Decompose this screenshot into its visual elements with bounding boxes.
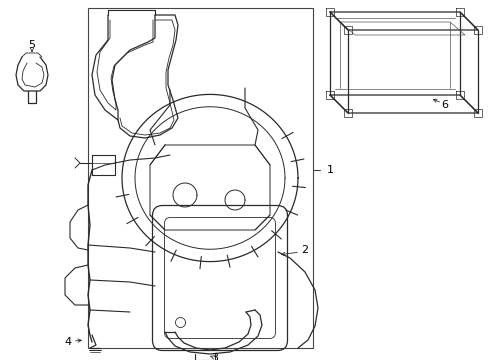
Text: 6: 6 — [441, 100, 448, 110]
Text: 3: 3 — [212, 353, 219, 360]
Text: 2: 2 — [301, 245, 309, 255]
Text: 4: 4 — [65, 337, 72, 347]
Text: 5: 5 — [28, 40, 35, 50]
Text: 1: 1 — [327, 165, 334, 175]
Bar — [88, 8, 313, 348]
